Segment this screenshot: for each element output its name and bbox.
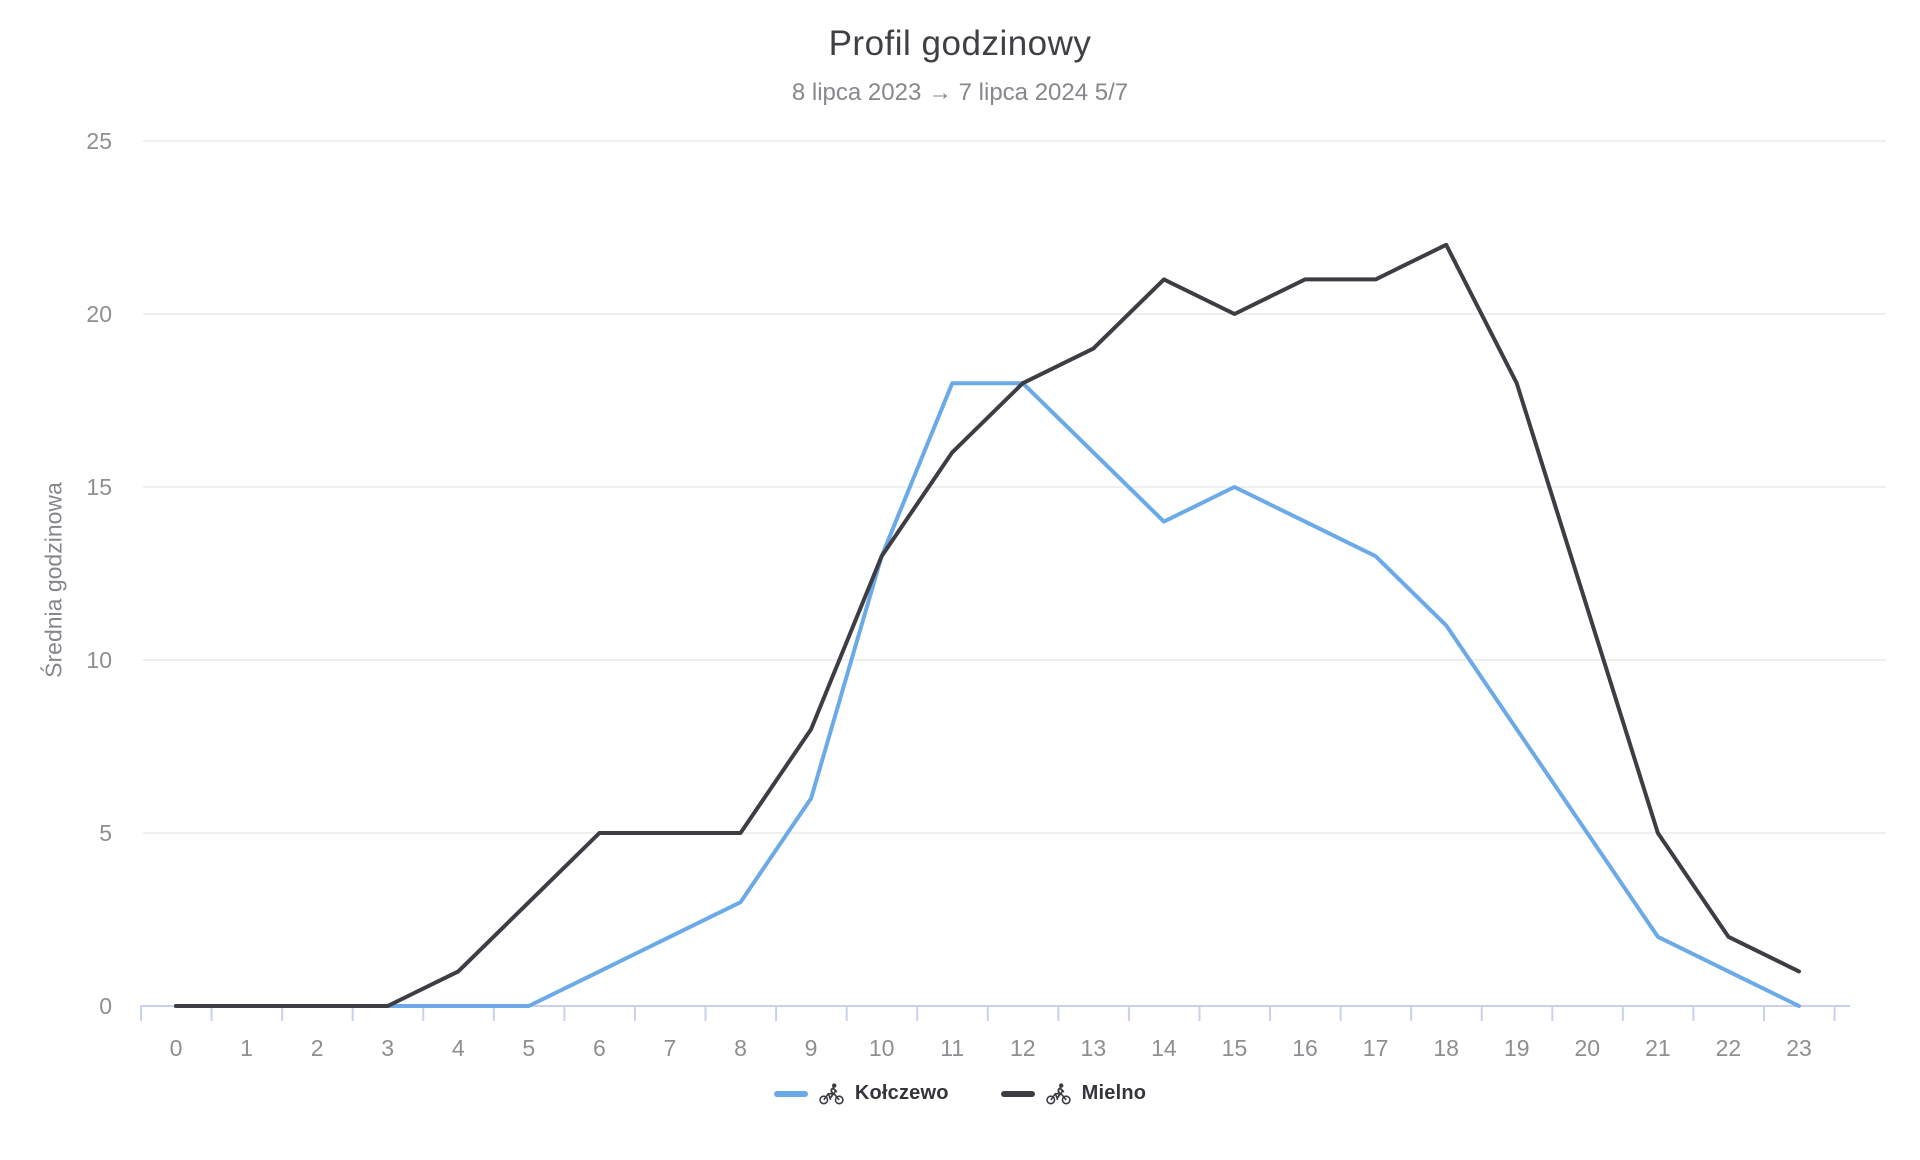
x-tick-label-21: 21 [1645, 1035, 1671, 1061]
x-tick-label-0: 0 [170, 1035, 183, 1061]
series-line-mielno [174, 242, 1801, 1008]
x-tick-label-19: 19 [1504, 1035, 1530, 1061]
x-tick-label-1: 1 [240, 1035, 253, 1061]
x-tick-label-23: 23 [1786, 1035, 1812, 1061]
x-tick-label-8: 8 [734, 1035, 747, 1061]
x-tick-label-11: 11 [940, 1035, 964, 1061]
mielno-line-swatch [1000, 1090, 1035, 1097]
legend-label-mielno: Mielno [1081, 1082, 1147, 1104]
x-tick-label-17: 17 [1363, 1035, 1389, 1061]
chart-subtitle: 8 lipca 2023 → 7 lipca 2024 5/7 [791, 79, 1129, 106]
y-tick-label-15: 15 [86, 474, 112, 500]
x-tick-label-4: 4 [452, 1035, 465, 1061]
x-tick-label-5: 5 [522, 1035, 535, 1061]
y-tick-label-0: 0 [99, 993, 112, 1019]
x-tick-label-7: 7 [664, 1035, 677, 1061]
kolczewo-line-swatch [773, 1090, 808, 1097]
y-tick-labels: 0 5 10 15 20 25 [86, 128, 112, 1019]
chart-header: Profil godzinowy 8 lipca 2023 → 7 lipca … [0, 0, 1920, 107]
chart-legend: Kołczewo Mielno [0, 1082, 1920, 1105]
x-tick-labels: 0 1 2 3 4 5 6 7 8 9 10 11 12 13 14 15 16 17 18 19 20 21 22 23 [170, 1035, 1812, 1061]
x-tick-label-15: 15 [1222, 1035, 1248, 1061]
x-tick-label-3: 3 [381, 1035, 394, 1061]
x-tick-label-2: 2 [311, 1035, 324, 1061]
legend-item-kolczewo[interactable]: Kołczewo [773, 1082, 949, 1105]
y-tick-label-5: 5 [99, 820, 112, 846]
x-tick-label-14: 14 [1151, 1035, 1177, 1061]
x-axis [140, 1005, 1850, 1021]
x-tick-label-18: 18 [1433, 1035, 1459, 1061]
chart-title: Profil godzinowy [828, 24, 1092, 63]
y-tick-label-20: 20 [86, 301, 112, 327]
x-tick-label-13: 13 [1081, 1035, 1107, 1061]
gridlines [143, 140, 1886, 834]
x-tick-label-16: 16 [1292, 1035, 1318, 1061]
legend-item-mielno[interactable]: Mielno [1000, 1082, 1147, 1105]
y-tick-label-10: 10 [86, 647, 112, 673]
series-line-kolczewo [174, 381, 1801, 1008]
legend-label-kolczewo: Kołczewo [854, 1082, 949, 1104]
x-tick-label-12: 12 [1010, 1035, 1036, 1061]
cyclist-icon [819, 1082, 844, 1104]
x-tick-label-22: 22 [1716, 1035, 1742, 1061]
cyclist-icon [1045, 1082, 1071, 1104]
x-tick-label-9: 9 [805, 1035, 818, 1061]
x-tick-label-10: 10 [869, 1035, 895, 1061]
y-tick-label-25: 25 [86, 128, 112, 154]
x-tick-label-6: 6 [593, 1035, 606, 1061]
x-tick-label-20: 20 [1575, 1035, 1601, 1061]
